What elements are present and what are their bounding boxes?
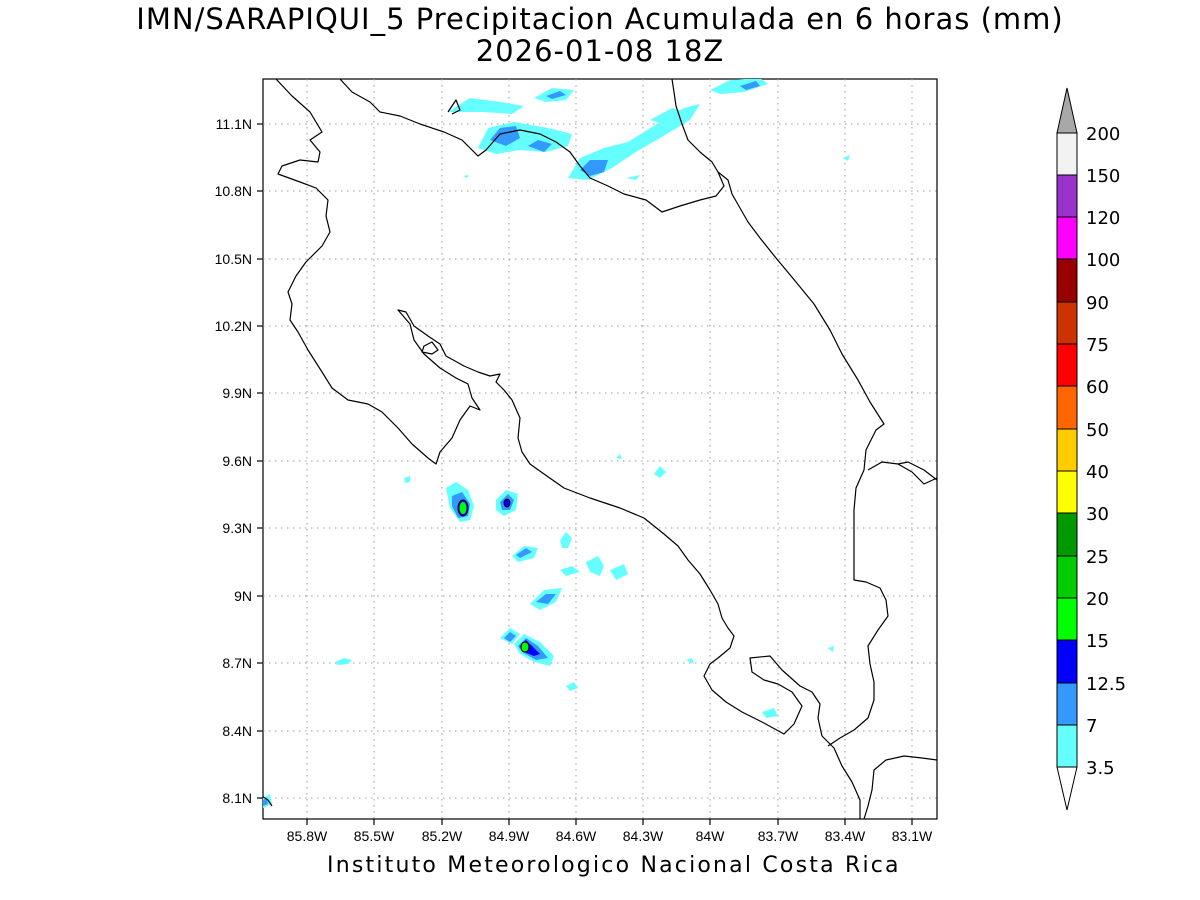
colorbar-under-arrow [1056, 766, 1078, 811]
axis-ticks [257, 123, 913, 825]
colorbar-over-arrow [1056, 87, 1078, 134]
colorbar-label: 50 [1086, 420, 1109, 441]
lat-label: 8.7N [222, 655, 252, 671]
colorbar-label: 75 [1086, 335, 1109, 356]
map-date: 2026-01-08 18Z [475, 34, 725, 68]
colorbar-swatch [1056, 301, 1078, 345]
lat-label: 10.2N [215, 318, 252, 334]
precipitation-field [263, 79, 850, 808]
lon-label: 84.6W [556, 828, 597, 844]
lat-label: 9.3N [222, 520, 252, 536]
colorbar-label: 7 [1086, 716, 1097, 737]
lat-label: 10.5N [215, 251, 252, 267]
colorbar-swatch [1056, 343, 1078, 387]
colorbar-label: 100 [1086, 250, 1120, 271]
colorbar-label: 150 [1086, 166, 1120, 187]
colorbar-swatch [1056, 724, 1078, 768]
colorbar-swatch [1056, 258, 1078, 303]
lon-label: 84W [696, 828, 726, 844]
colorbar-label: 25 [1086, 547, 1109, 568]
coastlines [263, 79, 937, 819]
colorbar-swatch [1056, 216, 1078, 260]
colorbar-swatch [1056, 555, 1078, 599]
colorbar-label: 120 [1086, 208, 1120, 229]
colorbar-swatch [1056, 639, 1078, 684]
colorbar-swatch [1056, 385, 1078, 430]
lat-labels: 11.1N 10.8N 10.5N 10.2N 9.9N 9.6N 9.3N 9… [215, 116, 252, 806]
lon-label: 83.7W [758, 828, 799, 844]
colorbar-swatch [1056, 597, 1078, 641]
colorbar-label: 40 [1086, 462, 1109, 483]
colorbar-swatch [1056, 174, 1078, 218]
lat-label: 10.8N [215, 183, 252, 199]
lon-label: 84.3W [623, 828, 664, 844]
lat-label: 9N [234, 588, 252, 604]
colorbar-swatch [1056, 428, 1078, 472]
graticule [263, 79, 937, 819]
colorbar-label: 20 [1086, 589, 1109, 610]
lat-label: 9.6N [222, 453, 252, 469]
lat-label: 9.9N [222, 385, 252, 401]
lat-label: 8.4N [222, 723, 252, 739]
map-frame [262, 78, 938, 820]
lon-label: 85.2W [422, 828, 463, 844]
lon-label: 83.1W [892, 828, 933, 844]
colorbar-swatch [1056, 132, 1078, 176]
colorbar-label: 12.5 [1086, 674, 1126, 695]
colorbar-labels: 200 150 120 100 90 75 60 50 40 30 25 20 … [1086, 124, 1126, 779]
lon-label: 85.8W [287, 828, 328, 844]
colorbar [1056, 87, 1078, 811]
lon-label: 84.9W [489, 828, 530, 844]
footer-credit: Instituto Meteorologico Nacional Costa R… [327, 853, 901, 878]
lon-label: 85.5W [354, 828, 395, 844]
colorbar-label: 90 [1086, 293, 1109, 314]
colorbar-label: 15 [1086, 631, 1109, 652]
colorbar-swatch [1056, 682, 1078, 726]
colorbar-label: 3.5 [1086, 758, 1115, 779]
colorbar-swatch [1056, 512, 1078, 557]
map-title: IMN/SARAPIQUI_5 Precipitacion Acumulada … [136, 2, 1064, 36]
lat-label: 8.1N [222, 790, 252, 806]
lon-label: 83.4W [825, 828, 866, 844]
lat-label: 11.1N [216, 116, 252, 132]
colorbar-label: 200 [1086, 124, 1120, 145]
lon-labels: 85.8W 85.5W 85.2W 84.9W 84.6W 84.3W 84W … [287, 828, 933, 844]
colorbar-label: 30 [1086, 504, 1109, 525]
colorbar-swatch [1056, 470, 1078, 514]
colorbar-label: 60 [1086, 377, 1109, 398]
